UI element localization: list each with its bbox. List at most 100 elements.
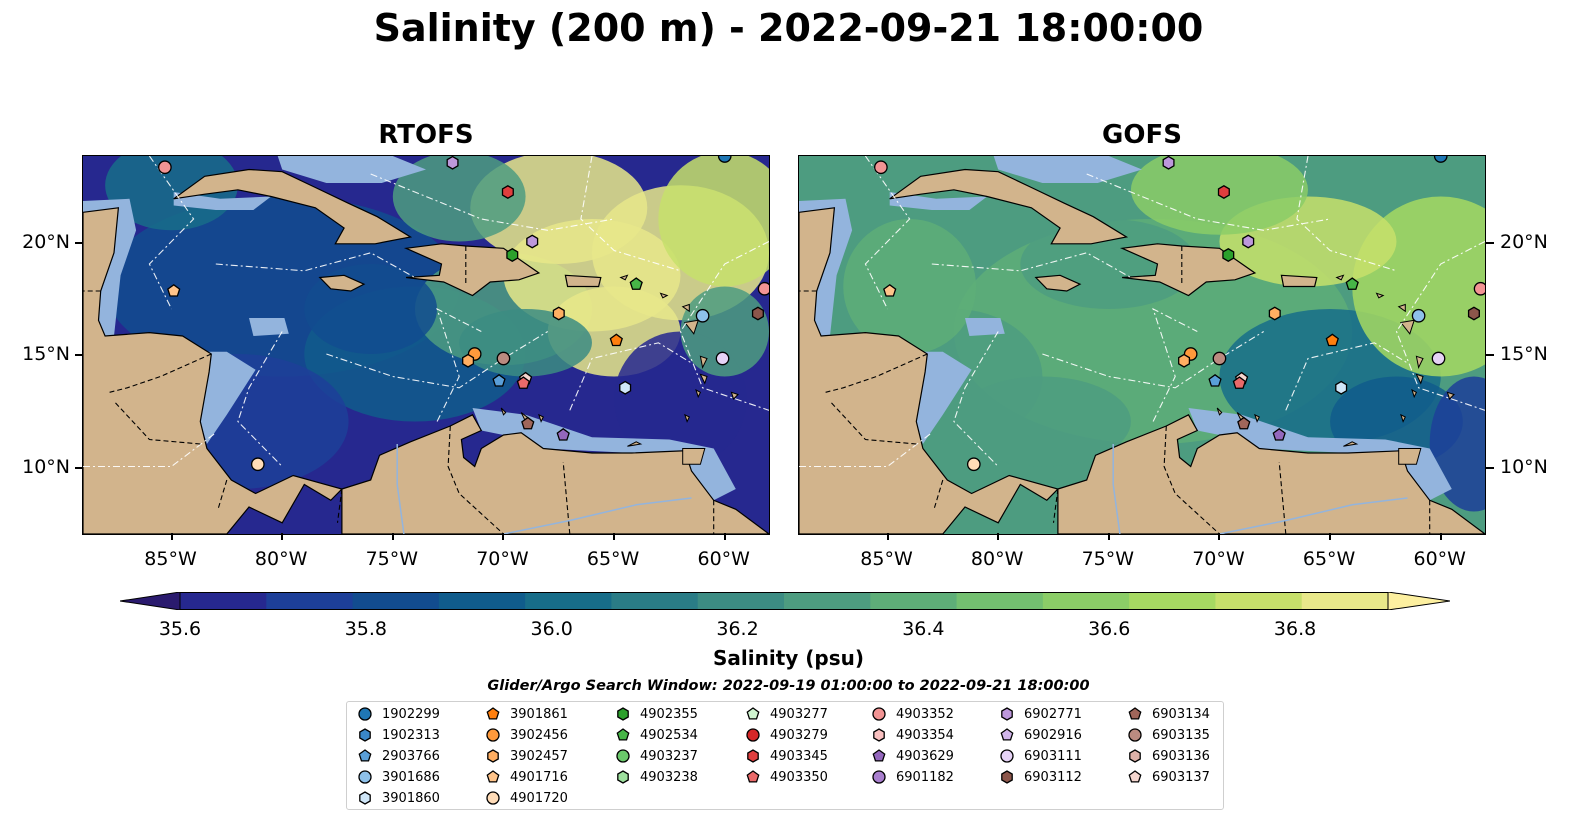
legend-label: 1902313 xyxy=(382,727,440,743)
circle-marker-icon xyxy=(872,707,886,721)
float-legend: 1902299 1902313 2903766 3901686 3901860 39018… xyxy=(346,701,1224,810)
legend-label: 4903279 xyxy=(770,727,828,743)
x-tick-mark xyxy=(1218,533,1221,540)
legend-item: 4903279 xyxy=(745,725,828,745)
shelf-bahamas xyxy=(277,156,426,183)
small-island xyxy=(1446,391,1455,400)
colorbar-max-extend xyxy=(1387,592,1450,610)
float-marker xyxy=(1272,427,1286,441)
colorbar-tick-label: 35.8 xyxy=(344,618,387,640)
y-tick-label: 15°N xyxy=(22,343,70,365)
float-marker xyxy=(492,373,506,387)
x-tick-label: 70°W xyxy=(1192,548,1245,570)
legend-item: 6901182 xyxy=(871,767,954,787)
eez-boundary xyxy=(580,156,681,272)
legend-item: 3902456 xyxy=(485,725,568,745)
colorbar-band xyxy=(1129,592,1216,610)
legend-label: 3901860 xyxy=(382,790,440,806)
legend-label: 3901861 xyxy=(510,706,568,722)
legend-label: 3902457 xyxy=(510,748,568,764)
legend-item: 3901861 xyxy=(485,704,568,724)
pentagon-marker-icon xyxy=(1128,707,1142,720)
y-tick-mark xyxy=(1486,466,1494,469)
small-island xyxy=(500,407,507,416)
eez-boundary xyxy=(1152,307,1198,422)
colorbar-band xyxy=(352,592,440,610)
colorbar-band xyxy=(1301,592,1389,610)
legend-item: 6903112 xyxy=(999,767,1082,787)
float-marker xyxy=(1162,156,1175,170)
float-marker xyxy=(552,306,565,321)
hexagon-marker-icon xyxy=(747,749,759,763)
circle-marker-icon xyxy=(486,728,500,742)
eez-boundary xyxy=(1395,241,1485,411)
country-border xyxy=(825,353,928,393)
legend-item: 4903350 xyxy=(745,767,828,787)
legend-label: 6903134 xyxy=(1152,706,1210,722)
legend-label: 6903112 xyxy=(1024,769,1082,785)
small-island xyxy=(627,441,643,447)
shelf-gulfcuba xyxy=(173,192,272,210)
legend-marker xyxy=(1001,707,1013,721)
legend-item: 3901686 xyxy=(357,767,440,787)
y-tick-mark xyxy=(1486,241,1494,244)
panel-title-rtofs: RTOFS xyxy=(378,120,474,150)
small-island xyxy=(684,413,690,423)
legend-marker xyxy=(1128,728,1142,742)
legend-marker xyxy=(616,728,630,741)
float-marker xyxy=(751,306,764,321)
salinity-patch xyxy=(658,156,769,287)
legend-item: 4903345 xyxy=(745,746,828,766)
colorbar-band xyxy=(611,592,699,610)
legend-marker xyxy=(616,749,630,763)
float-marker xyxy=(695,308,710,323)
float-marker xyxy=(526,234,539,249)
legend-marker xyxy=(872,707,886,721)
legend-label: 6903136 xyxy=(1152,748,1210,764)
small-island xyxy=(1415,355,1424,370)
legend-label: 4903354 xyxy=(896,727,954,743)
river xyxy=(1219,497,1408,534)
y-tick-mark xyxy=(75,354,82,356)
country-border xyxy=(217,479,228,510)
colorbar-band xyxy=(1215,592,1303,610)
legend-marker xyxy=(486,728,500,742)
eez-boundary xyxy=(326,331,548,389)
float-marker xyxy=(1212,351,1227,366)
land-puertorico xyxy=(1280,274,1318,288)
legend-label: 4902534 xyxy=(640,727,698,743)
land-cuba xyxy=(889,168,1129,245)
eez-boundary xyxy=(370,173,615,231)
legend-label: 4901716 xyxy=(510,769,568,785)
country-border xyxy=(336,488,343,523)
rtofs-map[interactable] xyxy=(82,155,770,535)
legend-item: 4903238 xyxy=(615,767,698,787)
legend-label: 4903238 xyxy=(640,769,698,785)
pentagon-marker-icon xyxy=(358,749,372,762)
gofs-map[interactable] xyxy=(798,155,1486,535)
x-tick-label: 75°W xyxy=(1081,548,1135,570)
x-tick-mark xyxy=(1329,533,1332,540)
x-tick-label: 85°W xyxy=(860,548,913,570)
float-marker xyxy=(1217,185,1230,199)
float-marker xyxy=(757,281,769,296)
x-tick-label: 65°W xyxy=(586,548,640,570)
x-tick-mark xyxy=(391,533,394,540)
colorbar-band xyxy=(266,592,354,610)
small-island xyxy=(659,292,669,299)
colorbar-min-extend xyxy=(120,592,181,610)
pentagon-marker-icon xyxy=(746,770,760,783)
gofs-map-canvas xyxy=(799,156,1485,534)
circle-marker-icon xyxy=(1128,728,1142,742)
legend-marker xyxy=(1000,749,1014,763)
salinity-patch xyxy=(105,156,238,231)
panel-title-gofs: GOFS xyxy=(1102,120,1182,150)
circle-marker-icon xyxy=(486,791,500,805)
salinity-patch xyxy=(953,376,1131,467)
eez-boundary xyxy=(569,342,692,411)
small-island xyxy=(1397,303,1406,313)
figure-title: Salinity (200 m) - 2022-09-21 18:00:00 xyxy=(373,6,1204,50)
x-tick-mark xyxy=(502,533,505,540)
small-island xyxy=(1411,388,1418,399)
x-tick-mark xyxy=(723,533,726,540)
